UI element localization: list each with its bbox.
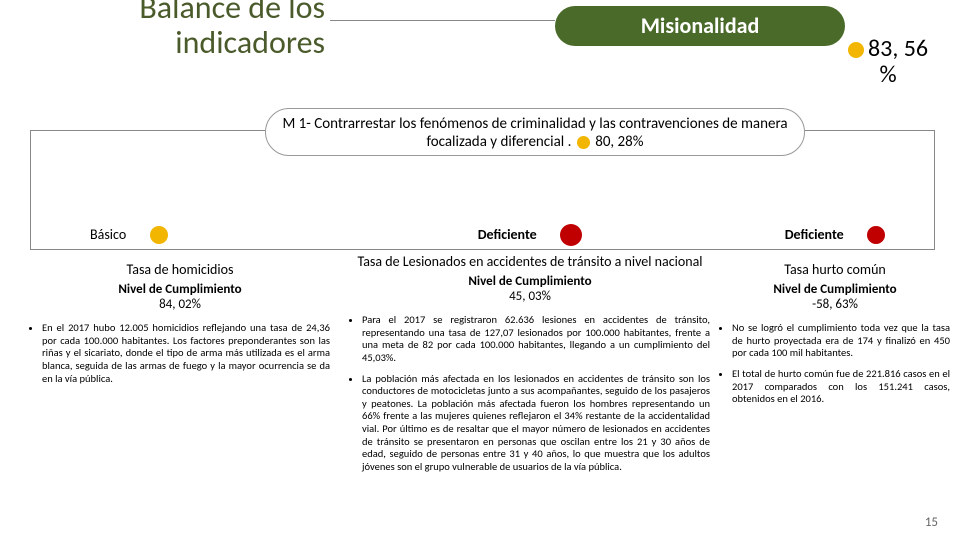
overall-percentage: 83, 56 % <box>848 36 928 89</box>
frame-line <box>805 130 935 131</box>
title-line2: indicadores <box>175 23 325 62</box>
page-number: 15 <box>925 515 938 530</box>
indicator-title: Tasa de homicidios <box>30 262 330 278</box>
rating-label: Deficiente <box>785 226 844 243</box>
compliance-value: 84, 02% <box>30 297 330 312</box>
column-homicidios: Básico Tasa de homicidios Nivel de Cumpl… <box>30 222 330 481</box>
rating-dot-icon <box>867 226 885 244</box>
compliance-value: 45, 03% <box>350 289 710 304</box>
column-lesionados: Deficiente Tasa de Lesionados en acciden… <box>350 222 710 481</box>
columns-row: Básico Tasa de homicidios Nivel de Cumpl… <box>0 222 960 481</box>
header: Balance de los indicadores Misionalidad … <box>0 0 960 65</box>
header-divider <box>330 20 555 21</box>
bullet-item: No se logró el cumplimiento toda vez que… <box>732 322 950 360</box>
overall-pct-value: 83, 56 <box>868 34 928 63</box>
bullet-item: En el 2017 hubo 12.005 homicidios reflej… <box>42 322 330 385</box>
bullet-list: No se logró el cumplimiento toda vez que… <box>720 322 950 406</box>
compliance-label: Nivel de Cumplimiento <box>720 282 950 297</box>
bullet-item: Para el 2017 se registraron 62.636 lesio… <box>362 314 710 364</box>
m1-text: M 1- Contrarrestar los fenómenos de crim… <box>282 115 787 151</box>
rating-label: Deficiente <box>478 226 537 243</box>
indicator-title: Tasa hurto común <box>720 262 950 278</box>
rating-dot-icon <box>560 224 582 246</box>
m1-indicator-pill: M 1- Contrarrestar los fenómenos de crim… <box>265 108 805 156</box>
misionalidad-pill: Misionalidad <box>555 6 845 46</box>
bullet-list: Para el 2017 se registraron 62.636 lesio… <box>350 314 710 473</box>
bullet-item: La población más afectada en los lesiona… <box>362 373 710 474</box>
indicator-title: Tasa de Lesionados en accidentes de trán… <box>350 254 710 270</box>
overall-pct-unit: % <box>879 60 896 89</box>
bullet-item: El total de hurto común fue de 221.816 c… <box>732 368 950 406</box>
rating-label: Básico <box>90 226 126 243</box>
frame-line <box>30 130 265 131</box>
m1-dot-icon <box>577 136 590 149</box>
compliance-value: -58, 63% <box>720 297 950 312</box>
compliance-label: Nivel de Cumplimiento <box>30 282 330 297</box>
compliance-label: Nivel de Cumplimiento <box>350 274 710 289</box>
bullet-list: En el 2017 hubo 12.005 homicidios reflej… <box>30 322 330 385</box>
rating-dot-icon <box>150 226 168 244</box>
column-hurto: Deficiente Tasa hurto común Nivel de Cum… <box>720 222 950 481</box>
m1-pct: 80, 28% <box>595 133 643 151</box>
page-title: Balance de los indicadores <box>95 0 325 60</box>
overall-dot-icon <box>848 42 864 58</box>
